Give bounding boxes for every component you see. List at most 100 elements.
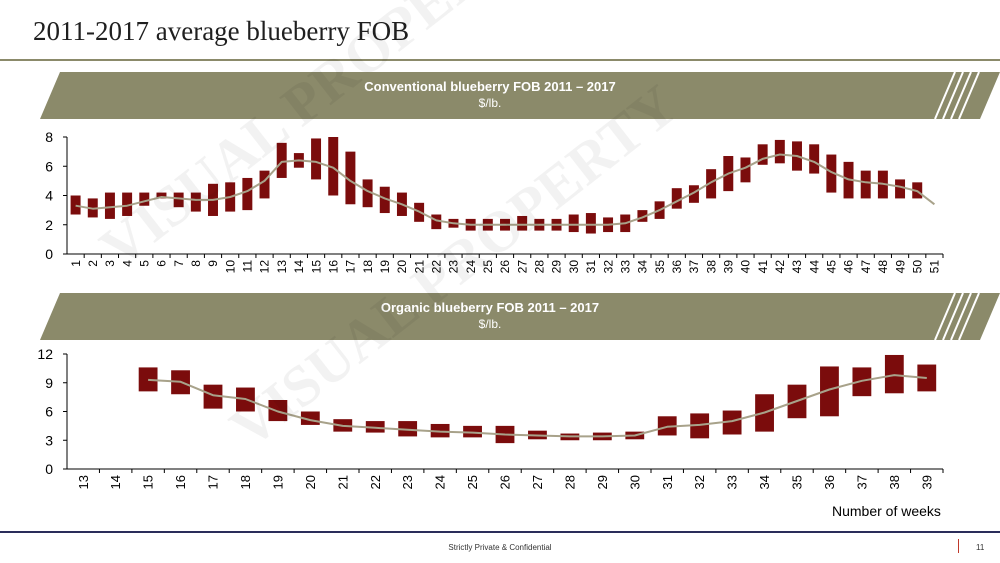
x-tick-label: 46 [842,260,856,274]
x-tick-label: 17 [206,475,221,489]
average-trend-line [75,153,936,226]
range-box [585,213,596,234]
x-tick-label: 18 [238,475,253,489]
x-tick-label: 1 [69,260,83,267]
x-tick-label: 34 [757,475,772,489]
x-tick-label: 42 [773,260,787,274]
range-box [242,177,253,211]
x-tick-label: 15 [141,475,156,489]
y-tick-label: 12 [37,346,53,362]
y-tick-label: 0 [45,246,53,262]
range-box [173,192,184,208]
x-tick-label: 11 [241,260,255,273]
y-tick-label: 6 [45,158,53,174]
x-tick-label: 31 [660,475,675,489]
range-box [671,188,682,209]
x-tick-label: 20 [303,475,318,489]
range-box [379,186,390,214]
range-box [345,151,356,205]
range-box [722,410,742,435]
y-tick-label: 9 [45,375,53,391]
x-tick-label: 14 [292,260,306,274]
x-tick-label: 44 [807,260,821,274]
range-box [203,384,223,409]
x-tick-label: 40 [739,260,753,274]
x-tick-label: 22 [429,260,443,274]
range-box [809,144,820,174]
x-tick-label: 25 [481,260,495,274]
x-tick-label: 8 [189,260,203,267]
conventional-chart-title: Conventional blueberry FOB 2011 – 2017 [364,79,616,94]
x-tick-label: 24 [464,260,478,274]
range-box [70,195,81,215]
range-box [860,170,871,199]
page-title: 2011-2017 average blueberry FOB [33,16,410,46]
range-box [156,192,167,199]
range-box [311,138,322,180]
range-box [431,214,442,230]
x-tick-label: 51 [928,260,942,274]
x-tick-label: 21 [412,260,426,274]
range-box [276,142,287,178]
y-tick-label: 6 [45,404,53,420]
x-tick-label: 32 [692,475,707,489]
x-tick-label: 27 [530,475,545,489]
x-tick-label: 21 [335,475,350,489]
x-tick-label: 35 [653,260,667,274]
x-tick-label: 48 [876,260,890,274]
range-box [826,154,837,193]
x-tick-label: 13 [275,260,289,274]
x-tick-label: 30 [627,475,642,489]
title-divider [0,59,1000,61]
banner-background [40,293,1000,340]
x-tick-label: 5 [137,260,151,267]
range-box [895,179,906,199]
x-tick-label: 36 [822,475,837,489]
page-number-separator [958,539,959,553]
x-tick-label: 37 [854,475,869,489]
x-tick-label: 41 [756,260,770,274]
x-tick-label: 20 [395,260,409,274]
range-box [706,169,717,199]
organic-chart-title: Organic blueberry FOB 2011 – 2017 [380,300,600,315]
x-tick-label: 22 [368,475,383,489]
x-tick-label: 39 [721,260,735,274]
range-box [104,192,115,219]
x-tick-label: 33 [725,475,740,489]
x-tick-label: 34 [636,260,650,274]
range-box [774,139,785,164]
x-tick-label: 31 [584,260,598,274]
range-box [757,144,768,165]
y-tick-label: 8 [45,129,53,145]
range-box [740,157,751,183]
x-tick-label: 38 [704,260,718,274]
conventional-chart-banner: Conventional blueberry FOB 2011 – 2017 $… [40,72,1000,119]
x-tick-label: 29 [595,475,610,489]
x-tick-label: 39 [919,475,934,489]
average-trend-line [148,374,927,438]
y-tick-label: 2 [45,217,53,233]
x-tick-label: 3 [103,260,117,267]
x-tick-label: 28 [533,260,547,274]
range-box [637,210,648,222]
range-box [122,192,133,216]
x-tick-label: 9 [206,260,220,267]
range-box [362,179,373,208]
x-tick-label: 30 [567,260,581,274]
x-tick-label: 33 [618,260,632,274]
range-box [190,192,201,212]
x-tick-label: 18 [361,260,375,274]
banner-background [40,72,1000,119]
x-tick-label: 27 [515,260,529,274]
x-tick-label: 10 [223,260,237,274]
x-tick-label: 2 [86,260,100,267]
x-tick-label: 23 [400,475,415,489]
x-tick-label: 17 [344,260,358,274]
x-tick-label: 38 [887,475,902,489]
range-box [517,215,528,231]
x-tick-label: 37 [687,260,701,274]
x-tick-label: 43 [790,260,804,274]
range-box [820,366,839,417]
